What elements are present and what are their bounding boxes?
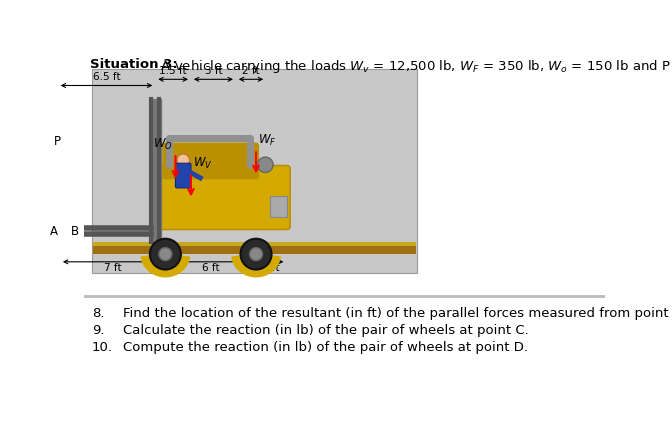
Text: 6 ft: 6 ft [202,263,220,273]
Text: 3 ft: 3 ft [204,66,222,76]
Text: 2 ft: 2 ft [242,66,260,76]
Text: 6.5 ft: 6.5 ft [93,72,120,83]
Text: 7 ft: 7 ft [104,263,122,273]
Text: Compute the reaction (in lb) of the pair of wheels at point D.: Compute the reaction (in lb) of the pair… [123,341,528,354]
Circle shape [150,239,181,270]
Circle shape [177,154,190,166]
Text: 8.: 8. [92,307,104,320]
Text: 10.: 10. [92,341,113,354]
Text: 1.5 ft: 1.5 ft [159,66,187,76]
Circle shape [257,157,273,172]
Text: A vehicle carrying the loads $W_v$ = 12,500 lb, $W_F$ = 350 lb, $W_o$ = 150 lb a: A vehicle carrying the loads $W_v$ = 12,… [144,58,672,75]
Text: P: P [54,135,60,148]
FancyBboxPatch shape [159,166,290,230]
Text: Calculate the reaction (in lb) of the pair of wheels at point C.: Calculate the reaction (in lb) of the pa… [123,324,528,337]
Bar [93,242,417,254]
Bar [270,196,287,217]
Text: C: C [161,243,169,256]
FancyBboxPatch shape [175,163,191,188]
Bar [92,68,417,273]
Text: Find the location of the resultant (in ft) of the parallel forces measured from : Find the location of the resultant (in f… [123,307,672,320]
Circle shape [241,239,271,270]
FancyBboxPatch shape [163,143,258,178]
Text: B: B [71,225,79,238]
Text: $W_F$: $W_F$ [258,133,277,148]
Text: A: A [50,225,58,238]
Circle shape [249,248,263,261]
Bar [93,242,417,246]
Circle shape [159,248,172,261]
Text: $W_O$: $W_O$ [153,137,173,152]
Text: 9.: 9. [92,324,104,337]
Text: 2 ft: 2 ft [262,263,280,273]
Text: D: D [251,243,261,256]
Text: $W_V$: $W_V$ [194,156,213,171]
Text: Situation 3:: Situation 3: [90,58,178,71]
